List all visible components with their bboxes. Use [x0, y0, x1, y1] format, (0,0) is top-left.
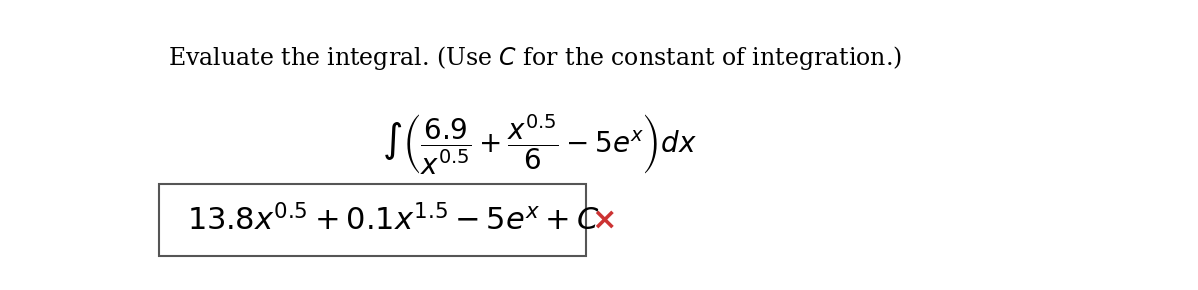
Text: $\int \left(\dfrac{6.9}{x^{0.5}} + \dfrac{x^{0.5}}{6} - 5e^x\right) dx$: $\int \left(\dfrac{6.9}{x^{0.5}} + \dfra… [382, 113, 697, 177]
Text: Evaluate the integral. (Use $C$ for the constant of integration.): Evaluate the integral. (Use $C$ for the … [168, 44, 902, 72]
Text: $13.8x^{0.5} + 0.1x^{1.5} - 5e^x + C$: $13.8x^{0.5} + 0.1x^{1.5} - 5e^x + C$ [187, 204, 599, 237]
Text: $\mathbf{\times}$: $\mathbf{\times}$ [591, 204, 615, 235]
